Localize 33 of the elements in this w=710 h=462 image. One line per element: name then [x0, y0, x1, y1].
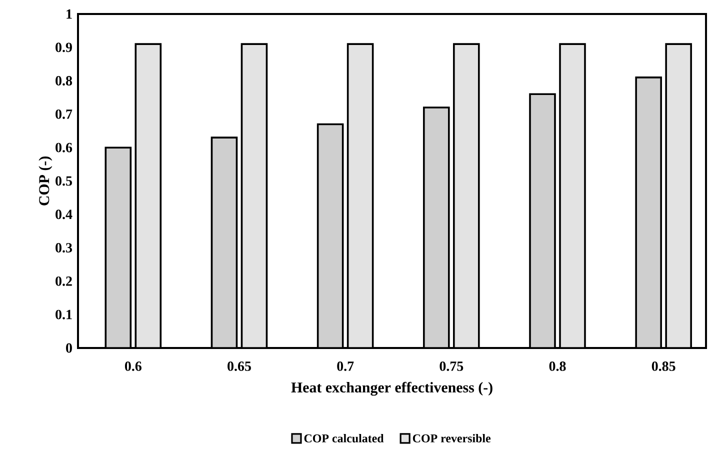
bar — [316, 123, 344, 348]
x-axis-title: Heat exchanger effectiveness (-) — [291, 382, 492, 396]
y-tick-label: 0.8 — [56, 76, 72, 86]
x-tick-label: 0.65 — [228, 362, 251, 371]
y-tick-label: 0.2 — [56, 276, 72, 286]
y-tick-label: 0.3 — [56, 243, 72, 253]
bar — [134, 43, 162, 348]
y-tick-label: 1 — [66, 9, 72, 19]
bar — [423, 106, 450, 348]
y-tick-label: 0.4 — [56, 210, 72, 220]
y-tick-label: 0.7 — [56, 109, 72, 119]
x-tick-label: 0.6 — [124, 362, 142, 371]
x-tick-label: 0.75 — [440, 362, 464, 371]
y-tick-label: 0.1 — [56, 310, 72, 320]
bar — [559, 43, 586, 348]
bar — [210, 136, 238, 348]
bar — [529, 93, 556, 348]
bar — [635, 76, 662, 348]
legend-label: COP calculated — [304, 434, 384, 442]
bar — [665, 43, 692, 348]
y-tick-label: 0.9 — [56, 42, 72, 52]
bar — [104, 146, 132, 348]
y-tick-label: 0.6 — [56, 142, 72, 152]
bar — [346, 43, 374, 348]
y-axis-title: COP (-) — [38, 156, 52, 206]
legend-label: COP reversible — [412, 434, 491, 442]
x-tick-label: 0.8 — [549, 362, 566, 371]
y-tick-label: 0.5 — [56, 176, 72, 186]
y-tick-label: 0 — [66, 343, 72, 353]
x-tick-label: 0.7 — [337, 362, 354, 371]
x-tick-label: 0.85 — [652, 362, 676, 371]
bar — [453, 43, 480, 348]
bar — [240, 43, 268, 348]
